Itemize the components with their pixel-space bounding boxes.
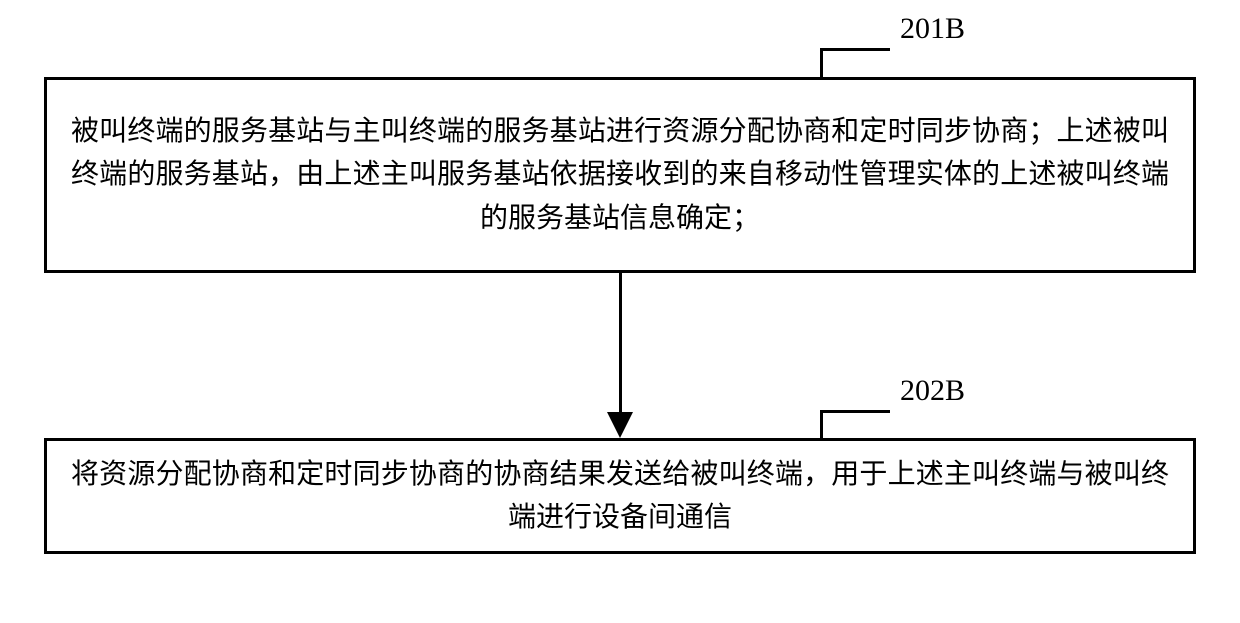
flowchart-box-1: 被叫终端的服务基站与主叫终端的服务基站进行资源分配协商和定时同步协商；上述被叫终… — [44, 77, 1196, 273]
box-1-text: 被叫终端的服务基站与主叫终端的服务基站进行资源分配协商和定时同步协商；上述被叫终… — [71, 110, 1169, 240]
callout-2-v — [820, 410, 823, 438]
flow-arrow-stem — [619, 273, 622, 413]
flow-arrow-head — [607, 412, 633, 438]
flowchart-box-2: 将资源分配协商和定时同步协商的协商结果发送给被叫终端，用于上述主叫终端与被叫终端… — [44, 438, 1196, 554]
callout-2-h — [822, 410, 890, 413]
step-label-201b: 201B — [900, 12, 965, 46]
callout-1-h — [822, 48, 890, 51]
callout-1-v — [820, 48, 823, 77]
step-label-202b: 202B — [900, 374, 965, 408]
box-2-text: 将资源分配协商和定时同步协商的协商结果发送给被叫终端，用于上述主叫终端与被叫终端… — [71, 453, 1169, 540]
flowchart-canvas: 被叫终端的服务基站与主叫终端的服务基站进行资源分配协商和定时同步协商；上述被叫终… — [0, 0, 1240, 623]
